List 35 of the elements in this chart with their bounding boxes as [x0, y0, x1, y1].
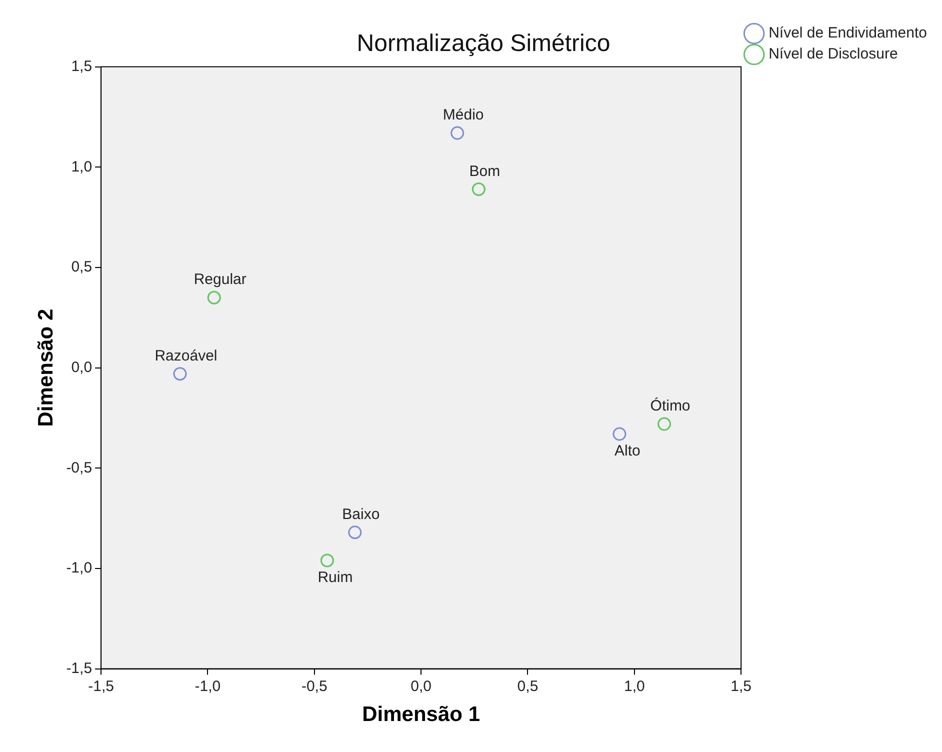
y-tick-label: 1,5	[71, 58, 92, 75]
legend-label: Nível de Endividamento	[768, 24, 928, 42]
y-tick-label: 1,0	[71, 158, 92, 176]
annotation: Alto	[614, 442, 640, 460]
x-tick-label: 0,5	[517, 678, 538, 695]
x-tick-label: -1,0	[194, 678, 221, 695]
x-tick-label: 1,5	[730, 678, 752, 695]
y-tick-label: 0,0	[71, 358, 92, 376]
y-tick-label: -1,0	[66, 560, 92, 577]
x-tick-label: 0,0	[410, 678, 432, 695]
x-tick-label: -0,5	[301, 678, 328, 695]
annotation: Médio	[442, 106, 484, 124]
point	[207, 290, 221, 304]
point	[472, 182, 486, 196]
annotation: Ótimo	[650, 396, 690, 415]
point	[173, 367, 187, 381]
annotation: Regular	[194, 271, 246, 288]
point	[320, 554, 334, 568]
chart-title: Normalização Simétrico	[356, 30, 610, 58]
y-tick-label: -1,5	[66, 660, 92, 677]
x-axis-title: Dimensão 1	[362, 703, 480, 726]
x-tick-label: 1,0	[624, 678, 645, 695]
y-tick-label: -0,5	[66, 459, 92, 476]
point	[658, 417, 672, 431]
annotation: Ruim	[318, 569, 353, 586]
annotation: Baixo	[342, 506, 380, 523]
point	[612, 427, 626, 441]
point	[348, 526, 362, 540]
y-axis-title: Dimensão 2	[34, 308, 58, 427]
point	[450, 126, 464, 140]
annotation: Bom	[469, 162, 500, 180]
y-tick-label: 0,5	[71, 258, 92, 276]
annotation: Razoável	[154, 347, 218, 364]
x-tick-label: -1,5	[88, 678, 114, 695]
legend-label: Nível de Disclosure	[768, 46, 898, 63]
